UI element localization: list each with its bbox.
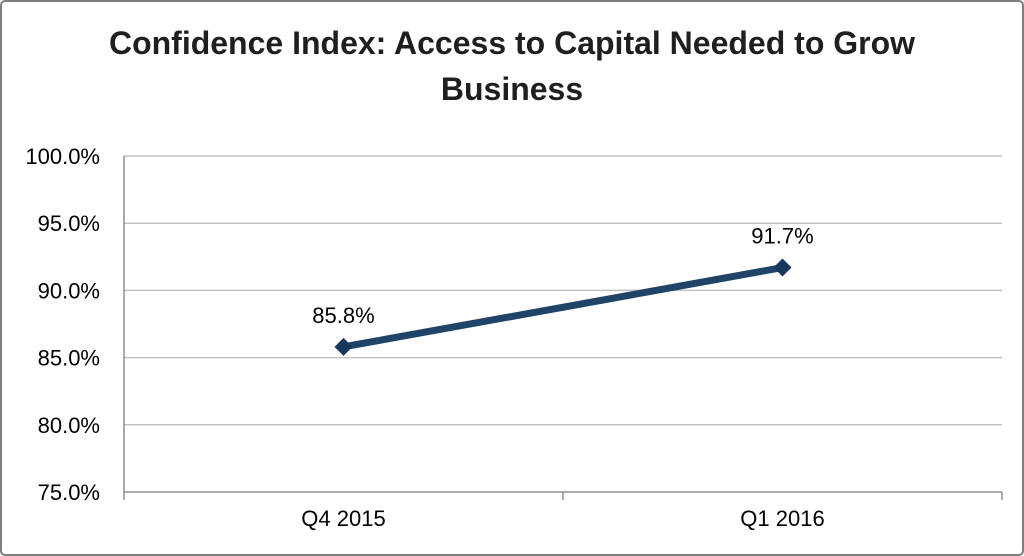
marker-diamond [773,258,792,277]
series-line [340,264,786,351]
y-axis-label: 100.0% [25,144,100,169]
y-axis-label: 95.0% [38,211,100,236]
marker-diamond [334,337,353,356]
y-axis-label: 90.0% [38,278,100,303]
data-label: 85.8% [312,303,374,328]
y-axis-label: 85.0% [38,346,100,371]
x-axis-label: Q4 2015 [301,506,385,531]
line-chart-plot: 75.0% 80.0% 85.0% 90.0% 95.0% 100.0% Q4 2015 Q1… [25,144,1003,531]
x-axis-label: Q1 2016 [740,506,824,531]
data-label: 91.7% [751,224,813,249]
y-axis-label: 75.0% [38,480,100,505]
chart-title: Confidence Index: Access to Capital Need… [108,25,916,107]
y-axis-label: 80.0% [38,413,100,438]
